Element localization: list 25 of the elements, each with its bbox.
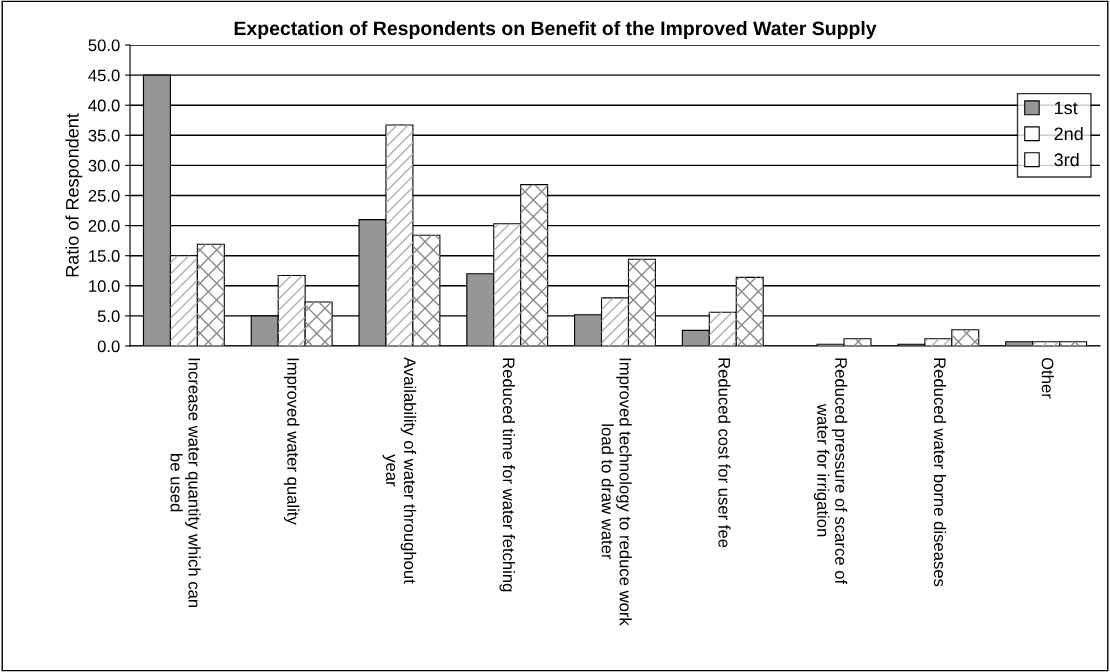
y-tick-label: 35.0 xyxy=(88,129,120,142)
chart-title: Expectation of Respondents on Benefit of the Improved Water Supply xyxy=(234,20,877,40)
y-tick-label: 20.0 xyxy=(88,220,120,232)
y-axis-title: Ratio of Respondent xyxy=(65,113,83,277)
y-tick-label: 15.0 xyxy=(89,250,120,262)
y-tick-label: 0.0 xyxy=(97,340,120,353)
legend-label: 3rd xyxy=(1054,152,1079,167)
x-tick-label: Other xyxy=(1041,357,1054,399)
y-tick-label: 30.0 xyxy=(88,159,120,172)
y-tick-label: 25.0 xyxy=(88,189,120,202)
x-tick-label: Reduced cost for user fee xyxy=(718,358,731,548)
legend-label: 1st xyxy=(1055,101,1078,115)
x-tick-label: Increase water quantity which can be used xyxy=(170,358,201,608)
y-tick-label: 45.0 xyxy=(88,69,120,82)
x-tick-label: Improved water quality xyxy=(283,358,300,525)
y-tick-label: 50.0 xyxy=(88,39,120,52)
x-tick-label: Availability of water throughout year xyxy=(382,357,417,584)
x-tick-label: Reduced pressure of scarce of water for irrigation xyxy=(813,358,848,585)
x-tick-label: Improved technology to reduce work load to draw water xyxy=(601,358,632,626)
legend-label: 2nd xyxy=(1054,126,1083,141)
y-tick-label: 10.0 xyxy=(89,280,120,292)
y-tick-label: 5.0 xyxy=(97,310,120,323)
x-tick-label: Reduced time for water fetching xyxy=(499,358,515,592)
x-tick-label: Reduced water borne diseases xyxy=(933,358,947,587)
y-tick-label: 40.0 xyxy=(88,99,120,112)
